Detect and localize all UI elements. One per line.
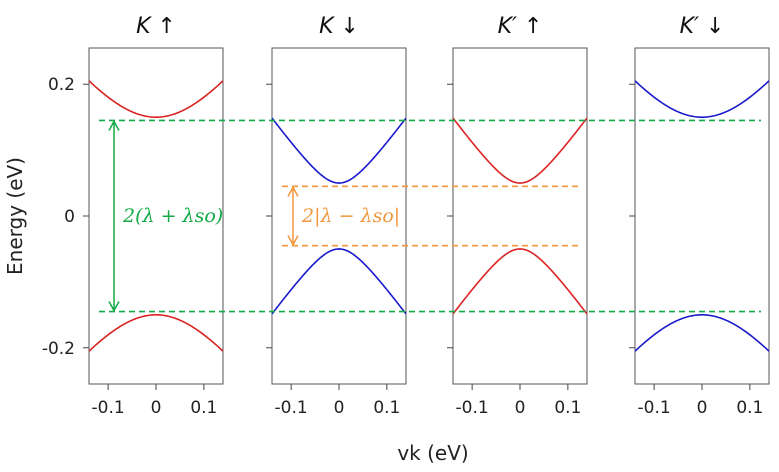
- panel-title: K′ ↑: [498, 14, 543, 39]
- panel-3: K′ ↑ -0.1 0 0.1: [447, 14, 588, 418]
- gap-label: 2(λ + λso): [122, 205, 223, 227]
- x-tick-label: 0: [151, 398, 162, 418]
- gap-label: 2|λ − λso|: [301, 205, 400, 227]
- panel-frame: [452, 47, 588, 385]
- panels-layer: K ↑ -0.1 0 0.1 0.2 0 -0.2 K ↓ -0.1 0 0.1 K′ ↑ -0.1 0 0…: [42, 14, 770, 418]
- gap-arrow-head-down: [287, 235, 299, 247]
- band-conduction: [88, 80, 224, 118]
- x-tick-label: 0.1: [554, 398, 581, 418]
- x-tick-label: -0.1: [275, 398, 308, 418]
- gap-arrow-head-up: [108, 119, 120, 131]
- gap-arrow-head-down: [108, 301, 120, 313]
- y-tick-label: 0.2: [48, 75, 75, 95]
- x-axis-label: vk (eV): [397, 441, 468, 465]
- panel-1: K ↑ -0.1 0 0.1 0.2 0 -0.2: [42, 14, 224, 418]
- band-conduction: [634, 80, 770, 118]
- x-tick-label: 0: [697, 398, 708, 418]
- reference-lines-layer: [99, 119, 761, 313]
- band-conduction: [271, 117, 407, 184]
- band-valence: [88, 314, 224, 352]
- band-valence: [271, 248, 407, 315]
- x-tick-label: -0.1: [456, 398, 489, 418]
- x-tick-label: 0: [515, 398, 526, 418]
- panel-title: K ↑: [136, 14, 176, 39]
- y-tick-label: -0.2: [42, 339, 75, 359]
- x-tick-label: -0.1: [638, 398, 671, 418]
- band-conduction: [452, 117, 588, 184]
- panel-2: K ↓ -0.1 0 0.1: [266, 14, 407, 418]
- band-valence: [634, 314, 770, 352]
- y-axis-label: Energy (eV): [3, 157, 27, 275]
- annotation-green: 2(λ + λso): [108, 119, 223, 313]
- band-valence: [452, 248, 588, 315]
- panel-title: K ↓: [319, 14, 359, 39]
- x-tick-label: 0: [334, 398, 345, 418]
- panel-title: K′ ↓: [680, 14, 725, 39]
- x-tick-label: -0.1: [92, 398, 125, 418]
- annotations-layer: 2(λ + λso) 2|λ − λso|: [108, 119, 400, 313]
- annotation-orange: 2|λ − λso|: [287, 185, 400, 247]
- panel-4: K′ ↓ -0.1 0 0.1: [629, 14, 770, 418]
- x-tick-label: 0.1: [373, 398, 400, 418]
- y-tick-label: 0: [64, 207, 75, 227]
- x-tick-label: 0.1: [190, 398, 217, 418]
- x-tick-label: 0.1: [736, 398, 763, 418]
- gap-arrow-head-up: [287, 185, 299, 197]
